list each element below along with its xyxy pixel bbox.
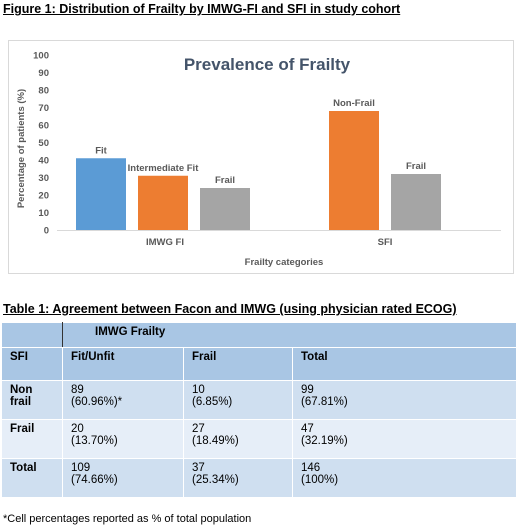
chart-title: Prevalence of Frailty <box>184 55 351 74</box>
table-column-header-row: SFI Fit/Unfit Frail Total <box>1 347 517 381</box>
x-category-label: SFI <box>378 237 393 248</box>
y-tick-label: 70 <box>38 103 49 114</box>
x-axis-label: Frailty categories <box>245 257 324 268</box>
cell-percent: (74.66%) <box>71 474 118 486</box>
cell-count: 10 <box>192 384 205 396</box>
cell-percent: (67.81%) <box>301 396 348 408</box>
footnote: *Cell percentages reported as % of total… <box>3 513 252 525</box>
cell-count: 20 <box>71 423 84 435</box>
table-row: Non frail 89 (60.96%)* 10 (6.85%) 99 (67.81… <box>1 380 517 420</box>
bar <box>138 175 188 230</box>
cell-count: 37 <box>192 462 205 474</box>
column-header-frail: Frail <box>183 347 293 381</box>
bar <box>76 158 126 230</box>
cell-count: 89 <box>71 384 84 396</box>
y-tick-label: 90 <box>38 68 49 79</box>
row-label: Frail <box>1 419 63 459</box>
y-tick-label: 80 <box>38 86 49 97</box>
bar-label: Non-Frail <box>333 98 375 109</box>
cell-percent: (25.34%) <box>192 474 239 486</box>
table-cell: 10 (6.85%) <box>183 380 293 420</box>
cell-percent: (13.70%) <box>71 435 118 447</box>
y-tick-label: 30 <box>38 173 49 184</box>
cell-percent: (18.49%) <box>192 435 239 447</box>
row-label: Non frail <box>1 380 63 420</box>
y-tick-label: 50 <box>38 138 49 149</box>
x-category-label: IMWG FI <box>146 237 184 248</box>
bar-label: Fit <box>95 145 107 156</box>
column-header-fit-unfit: Fit/Unfit <box>62 347 184 381</box>
y-tick-label: 40 <box>38 156 49 167</box>
cell-percent: (100%) <box>301 474 339 486</box>
bar <box>329 111 379 230</box>
y-tick-label: 60 <box>38 121 49 132</box>
cell-percent: (60.96%)* <box>71 396 123 408</box>
bar-label: Frail <box>215 175 235 186</box>
table-row: Total 109 (74.66%) 37 (25.34%) 146 (100%) <box>1 458 517 498</box>
y-axis-label: Percentage of patients (%) <box>16 89 27 208</box>
y-tick-label: 10 <box>38 208 49 219</box>
bar <box>200 188 250 230</box>
table-corner-cell <box>1 322 63 348</box>
table-cell: 109 (74.66%) <box>62 458 184 498</box>
cell-count: 27 <box>192 423 205 435</box>
table-cell: 27 (18.49%) <box>183 419 293 459</box>
column-header-sfi: SFI <box>1 347 63 381</box>
table-cell: 89 (60.96%)* <box>62 380 184 420</box>
figure-caption: Figure 1: Distribution of Frailty by IMW… <box>3 2 401 16</box>
bar-label: Frail <box>406 161 426 172</box>
table-cell: 146 (100%) <box>292 458 517 498</box>
bar-label: Intermediate Fit <box>128 163 200 174</box>
y-tick-label: 0 <box>44 226 49 237</box>
group-header: IMWG Frailty <box>62 322 517 348</box>
table-group-header-row: IMWG Frailty <box>1 322 517 348</box>
chart-svg: Prevalence of Frailty 0 10 20 30 40 50 60 70 80 90… <box>16 51 501 268</box>
cell-percent: (6.85%) <box>192 396 233 408</box>
table-cell: 99 (67.81%) <box>292 380 517 420</box>
table-cell: 20 (13.70%) <box>62 419 184 459</box>
row-label: Total <box>1 458 63 498</box>
bar-chart: Prevalence of Frailty 0 10 20 30 40 50 60 70 80 90… <box>8 40 514 274</box>
column-header-total: Total <box>292 347 517 381</box>
cell-percent: (32.19%) <box>301 435 348 447</box>
cell-count: 99 <box>301 384 314 396</box>
table-caption: Table 1: Agreement between Facon and IMW… <box>3 302 457 316</box>
cell-count: 146 <box>301 462 321 474</box>
cell-count: 47 <box>301 423 314 435</box>
agreement-table: IMWG Frailty SFI Fit/Unfit Frail Total N… <box>1 322 517 498</box>
cell-count: 109 <box>71 462 91 474</box>
table-row: Frail 20 (13.70%) 27 (18.49%) 47 (32.19%) <box>1 419 517 459</box>
y-tick-label: 100 <box>33 51 49 62</box>
y-tick-label: 20 <box>38 191 49 202</box>
table-cell: 47 (32.19%) <box>292 419 517 459</box>
table-cell: 37 (25.34%) <box>183 458 293 498</box>
bar <box>391 174 441 230</box>
